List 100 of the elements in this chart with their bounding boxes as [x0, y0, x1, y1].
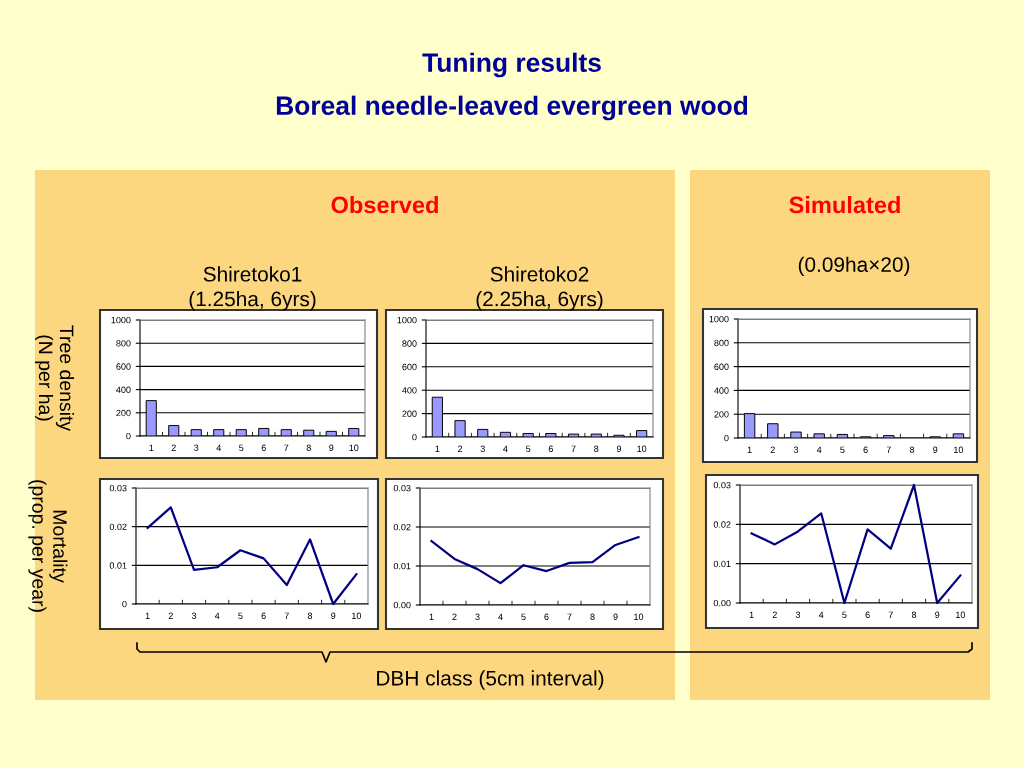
y-tick-label: 400 — [116, 386, 131, 393]
y-tick-label: 0.03 — [713, 481, 731, 489]
y-tick-label: 200 — [714, 411, 729, 418]
y-tick-label: 200 — [402, 410, 417, 417]
y-tick-label: 0.02 — [109, 523, 127, 531]
x-tick-label: 4 — [214, 612, 220, 619]
y-tick-label: 0.03 — [109, 484, 127, 492]
x-tick-label: 6 — [863, 446, 868, 453]
y-tick-label: 600 — [402, 363, 417, 371]
x-tick-label: 6 — [548, 445, 553, 452]
text: Tuning results — [422, 52, 601, 78]
y-tick-label: 800 — [714, 339, 729, 347]
y-tick-label: 0 — [126, 432, 131, 440]
y-tick-label: 400 — [402, 387, 417, 394]
x-tick-label: 6 — [544, 613, 549, 620]
x-tick-label: 7 — [284, 444, 289, 451]
y-axis-title: Tree density (N per ha) — [34, 325, 75, 432]
x-tick-label: 8 — [590, 613, 595, 620]
x-tick-label: 8 — [307, 612, 313, 619]
chart-title: Shiretoko1 (1.25ha, 6yrs) — [189, 266, 316, 311]
x-tick-label: 3 — [793, 446, 799, 453]
x-tick-label: 10 — [349, 444, 359, 451]
x-tick-label: 2 — [452, 613, 457, 620]
x-tick-label: 8 — [306, 444, 311, 451]
y-tick-label: 800 — [116, 340, 131, 347]
y-tick-label: 600 — [116, 363, 131, 370]
x-tick-label: 5 — [526, 445, 531, 452]
text: DBH class (5cm interval) — [377, 670, 604, 690]
line-series — [146, 506, 358, 606]
x-tick-label: 7 — [888, 611, 893, 618]
x-tick-label: 7 — [571, 445, 576, 452]
chart-title: (0.09ha×20) — [798, 256, 910, 277]
x-tick-label: 9 — [331, 612, 336, 619]
y-axis-title: Mortality (prop. per year) — [28, 480, 68, 612]
y-tick-label: 0.02 — [713, 521, 731, 528]
x-tick-label: 4 — [816, 446, 822, 453]
x-tick-label: 5 — [521, 613, 526, 620]
x-tick-label: 4 — [216, 444, 221, 451]
y-tick-label: 0.01 — [109, 562, 127, 569]
x-tick-label: 3 — [795, 611, 801, 618]
x-tick-label: 5 — [840, 446, 845, 453]
y-tick-label: 1000 — [709, 315, 729, 323]
x-tick-label: 10 — [954, 446, 964, 453]
y-tick-label: 1000 — [111, 316, 131, 324]
x-tick-label: 1 — [749, 611, 754, 618]
y-tick-label: 0.03 — [393, 484, 411, 492]
x-tick-label: 6 — [261, 612, 266, 619]
y-tick-label: 0 — [724, 434, 729, 442]
x-tick-label: 3 — [480, 445, 485, 452]
line-series — [430, 536, 640, 585]
y-tick-label: 0.01 — [393, 562, 411, 570]
x-tick-label: 7 — [886, 446, 891, 453]
text: Boreal needle-leaved evergreen wood — [276, 95, 748, 121]
x-tick-label: 1 — [149, 444, 154, 451]
x-tick-label: 3 — [191, 612, 197, 619]
x-tick-label: 7 — [284, 612, 289, 619]
x-tick-label: 10 — [352, 612, 362, 619]
text: Simulated — [789, 196, 900, 214]
x-tick-label: 9 — [329, 444, 334, 451]
x-tick-label: 6 — [261, 444, 266, 451]
x-tick-label: 4 — [503, 445, 508, 452]
x-tick-label: 7 — [567, 613, 572, 620]
x-tick-label: 4 — [498, 613, 503, 620]
y-tick-label: 0.00 — [713, 599, 731, 607]
x-tick-label: 10 — [634, 613, 644, 620]
x-tick-label: 1 — [145, 612, 150, 619]
x-tick-label: 8 — [911, 611, 917, 618]
x-tick-label: 8 — [594, 445, 599, 452]
x-tick-label: 5 — [842, 611, 847, 618]
x-tick-label: 3 — [194, 444, 199, 451]
text: Observed — [331, 196, 438, 214]
x-tick-label: 8 — [909, 446, 915, 453]
y-tick-label: 0.00 — [393, 601, 411, 609]
x-tick-label: 1 — [429, 613, 434, 620]
x-tick-label: 9 — [933, 446, 938, 453]
x-tick-label: 9 — [613, 613, 618, 620]
x-tick-label: 3 — [475, 613, 480, 620]
y-tick-label: 0 — [412, 433, 417, 441]
y-tick-label: 0.02 — [393, 523, 411, 531]
x-tick-label: 9 — [935, 611, 940, 618]
y-tick-label: 0 — [122, 600, 127, 608]
line-series — [750, 483, 962, 605]
y-tick-label: 600 — [714, 363, 729, 370]
y-tick-label: 0.01 — [713, 560, 731, 568]
x-tick-label: 1 — [747, 446, 752, 453]
x-tick-label: 5 — [239, 444, 244, 451]
y-tick-label: 1000 — [397, 316, 417, 324]
chart-title: Shiretoko2 (2.25ha, 6yrs) — [476, 266, 603, 311]
x-tick-label: 6 — [865, 611, 870, 618]
x-tick-label: 9 — [616, 445, 622, 452]
x-tick-label: 2 — [457, 445, 463, 452]
x-tick-label: 2 — [168, 612, 173, 619]
y-tick-label: 200 — [116, 409, 131, 417]
x-tick-label: 2 — [770, 446, 775, 453]
x-tick-label: 4 — [818, 611, 824, 618]
x-tick-label: 2 — [171, 444, 176, 451]
y-tick-label: 400 — [714, 387, 729, 394]
x-tick-label: 10 — [956, 611, 966, 618]
x-tick-label: 2 — [772, 611, 777, 618]
x-tick-label: 10 — [637, 445, 647, 452]
